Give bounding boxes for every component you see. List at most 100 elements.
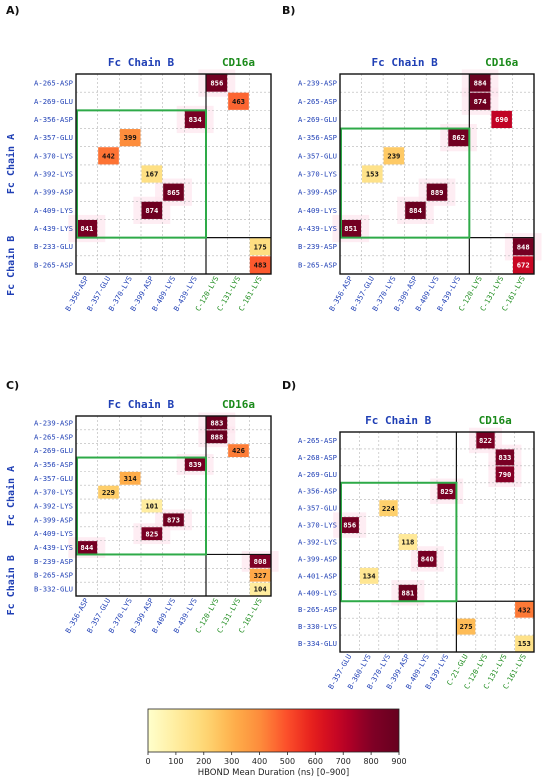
cell-value-label: 848	[517, 242, 530, 251]
heatmap-cell	[515, 635, 534, 652]
cell-value-label: 839	[189, 460, 202, 469]
cell-value-label: 167	[145, 170, 158, 179]
heatmap-cell	[249, 582, 271, 596]
heatmap-cell	[362, 165, 383, 183]
heatmap-cell	[206, 416, 228, 430]
heatmap-cell	[418, 550, 437, 567]
heatmap-cell	[448, 129, 469, 147]
header-fc-chain-b: Fc Chain B	[108, 56, 175, 69]
heatmap-cell	[495, 449, 515, 466]
row-label: A-439-LYS	[298, 224, 337, 233]
colorbar-tick-label: 0	[145, 757, 150, 766]
cell-value-label: 153	[518, 639, 531, 648]
cell-value-label: 840	[421, 555, 434, 564]
heatmap-cell	[469, 92, 491, 110]
row-label: A-399-ASP	[34, 515, 73, 524]
fc-fc-interface-box	[76, 456, 207, 556]
row-label: A-409-LYS	[34, 206, 73, 215]
cell-value-label: 856	[343, 521, 356, 530]
row-label: A-399-ASP	[34, 188, 73, 197]
cell-value-label: 881	[401, 588, 414, 597]
heatmap-cell	[469, 74, 491, 92]
heatmap-cell	[405, 201, 426, 219]
heatmap-cell	[512, 256, 534, 274]
header-fc-chain-b: Fc Chain B	[365, 414, 432, 427]
cell-value-label: 874	[145, 206, 158, 215]
cell-value-label: 104	[254, 585, 267, 594]
row-label: B-334-GLU	[298, 639, 337, 648]
colorbar-tick-label: 600	[308, 757, 323, 766]
heatmap-cell	[206, 74, 228, 92]
cell-value-label: 825	[145, 529, 158, 538]
header-fc-chain-b: Fc Chain B	[108, 398, 175, 411]
row-label: A-357-GLU	[34, 133, 73, 142]
panel-label: C)	[6, 379, 19, 392]
cell-value-label: 463	[232, 97, 245, 106]
heatmap-frame	[75, 73, 272, 275]
cell-value-label: 808	[254, 557, 267, 566]
row-label: A-356-ASP	[298, 487, 337, 496]
heatmap-cell	[249, 568, 271, 582]
header-cd16a: CD16a	[222, 398, 255, 411]
row-label: B-332-GLU	[34, 585, 73, 594]
panel-label: B)	[282, 4, 295, 17]
cell-value-label: 229	[102, 488, 115, 497]
header-cd16a: CD16a	[485, 56, 518, 69]
row-label: A-269-GLU	[298, 115, 337, 124]
heatmap-cell	[426, 183, 448, 201]
cell-value-label: 327	[254, 571, 267, 580]
row-label: A-265-ASP	[298, 97, 337, 106]
row-label: A-392-LYS	[34, 170, 73, 179]
cell-value-label: 873	[167, 515, 180, 524]
colorbar-tick-label: 300	[224, 757, 239, 766]
row-label: A-439-LYS	[34, 543, 73, 552]
cell-value-label: 851	[344, 224, 357, 233]
row-label: A-392-LYS	[298, 538, 337, 547]
row-label: B-265-ASP	[298, 605, 337, 614]
heatmap-cell	[119, 471, 141, 485]
heatmap-cell	[141, 499, 163, 513]
colorbar-tick-label: 400	[252, 757, 267, 766]
row-label: B-239-ASP	[34, 557, 73, 566]
colorbar: 0 100 200 300 400 500 600 700 800 900 HBOND Mean D…	[145, 708, 407, 778]
fc-fc-interface-box	[340, 481, 458, 603]
cell-value-label: 865	[167, 188, 180, 197]
cell-value-label: 399	[124, 133, 137, 142]
cell-value-label: 432	[518, 605, 531, 614]
heatmap-panel-c: C) 883 888 426 839 314 229 101 873 825 844 808 327 10…	[5, 379, 279, 635]
heatmap-frame	[339, 431, 535, 653]
heatmap-panel-a: A) 856 463 834 399 442 167 865 874 841 175 483 Fc Ch…	[5, 4, 272, 313]
cell-value-label: 884	[474, 79, 487, 88]
row-label: A-370-LYS	[34, 488, 73, 497]
row-label: B-265-ASP	[34, 571, 73, 580]
colorbar-title: HBOND Mean Duration (ns) [0–900]	[198, 768, 350, 778]
heatmap-cell	[249, 554, 271, 568]
cell-value-label: 101	[145, 502, 158, 511]
row-label: A-268-ASP	[298, 453, 337, 462]
cell-value-label: 275	[460, 622, 473, 631]
row-label: B-233-GLU	[34, 242, 73, 251]
row-label: A-269-GLU	[34, 446, 73, 455]
heatmap-cell	[76, 541, 98, 554]
side-label-fc-chain-b: Fc Chain B	[5, 236, 17, 296]
header-cd16a: CD16a	[479, 414, 512, 427]
heatmap-cell	[379, 500, 398, 517]
heatmap-cell	[495, 466, 515, 483]
panel-label: D)	[282, 379, 296, 392]
heatmap-cell	[476, 432, 495, 449]
cell-value-label: 883	[210, 419, 223, 428]
colorbar-tick-label: 800	[363, 757, 378, 766]
panel-label: A)	[6, 4, 20, 17]
cell-value-label: 856	[210, 79, 223, 88]
heatmap-frame	[339, 73, 535, 275]
heatmap-cell	[141, 165, 163, 183]
heatmap-cell	[340, 219, 362, 238]
heatmap-cell	[184, 110, 206, 129]
colorbar-tick-label: 200	[196, 757, 211, 766]
side-label-fc-chain-a: Fc Chain A	[5, 134, 17, 194]
colorbar-tick-label: 100	[168, 757, 183, 766]
heatmap-cell	[184, 458, 206, 471]
row-label: A-356-ASP	[34, 460, 73, 469]
cell-value-label: 841	[80, 224, 93, 233]
